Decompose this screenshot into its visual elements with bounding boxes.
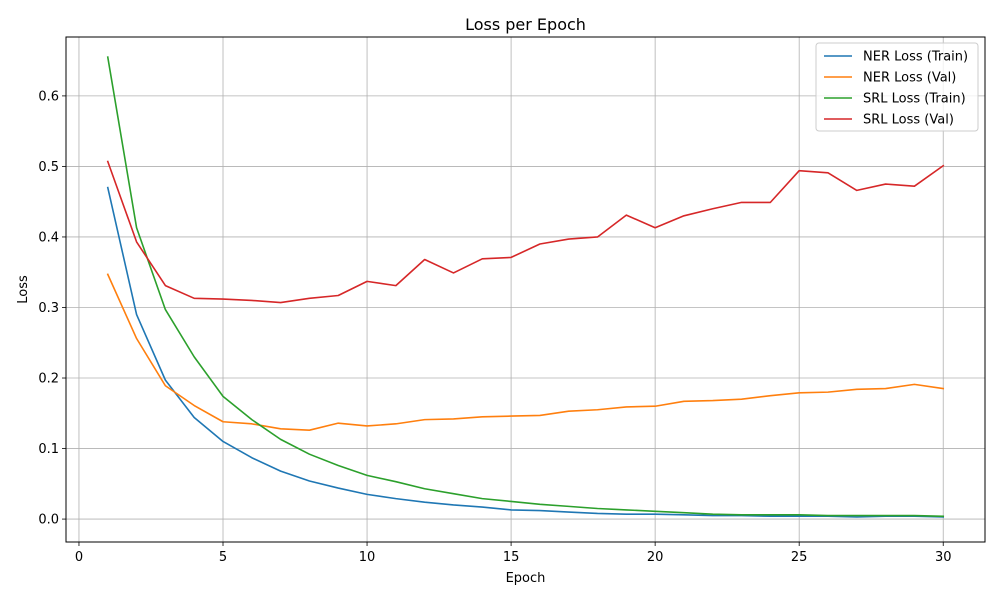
legend-label-srl-loss-train: SRL Loss (Train) xyxy=(863,92,966,107)
series-lines xyxy=(106,56,945,518)
y-tick-label: 0.6 xyxy=(38,89,59,104)
x-tick-label: 0 xyxy=(75,550,83,565)
x-tick-label: 20 xyxy=(647,550,664,565)
y-tick-label: 0.3 xyxy=(38,301,59,316)
y-tick-label: 0.5 xyxy=(38,160,59,175)
y-axis-ticks: 0.0 0.1 0.2 0.3 0.4 0.5 0.6 xyxy=(38,89,66,528)
y-tick-label: 0.1 xyxy=(38,442,59,457)
series-line-srl-loss-train xyxy=(106,56,945,518)
x-tick-label: 5 xyxy=(219,550,227,565)
x-tick-label: 15 xyxy=(503,550,520,565)
series-line-ner-loss-val xyxy=(106,273,945,432)
series-line-ner-loss-train xyxy=(106,186,945,518)
legend: NER Loss (Train) NER Loss (Val) SRL Loss (… xyxy=(815,42,979,132)
series-line-srl-loss-val xyxy=(106,160,945,304)
x-tick-label: 10 xyxy=(359,550,376,565)
y-axis-label: Loss xyxy=(16,275,31,304)
plot-area-frame xyxy=(65,36,986,543)
x-tick-label: 30 xyxy=(935,550,952,565)
x-axis-ticks: 0 5 10 15 20 25 30 xyxy=(75,542,952,565)
legend-label-ner-loss-train: NER Loss (Train) xyxy=(863,50,968,65)
legend-box xyxy=(815,42,979,132)
chart-title: Loss per Epoch xyxy=(465,15,586,34)
x-tick-label: 25 xyxy=(791,550,808,565)
y-tick-label: 0.0 xyxy=(38,513,59,528)
y-tick-label: 0.4 xyxy=(38,230,59,245)
y-tick-label: 0.2 xyxy=(38,372,59,387)
x-axis-label: Epoch xyxy=(506,571,546,586)
legend-label-srl-loss-val: SRL Loss (Val) xyxy=(863,113,954,128)
legend-label-ner-loss-val: NER Loss (Val) xyxy=(863,71,956,86)
